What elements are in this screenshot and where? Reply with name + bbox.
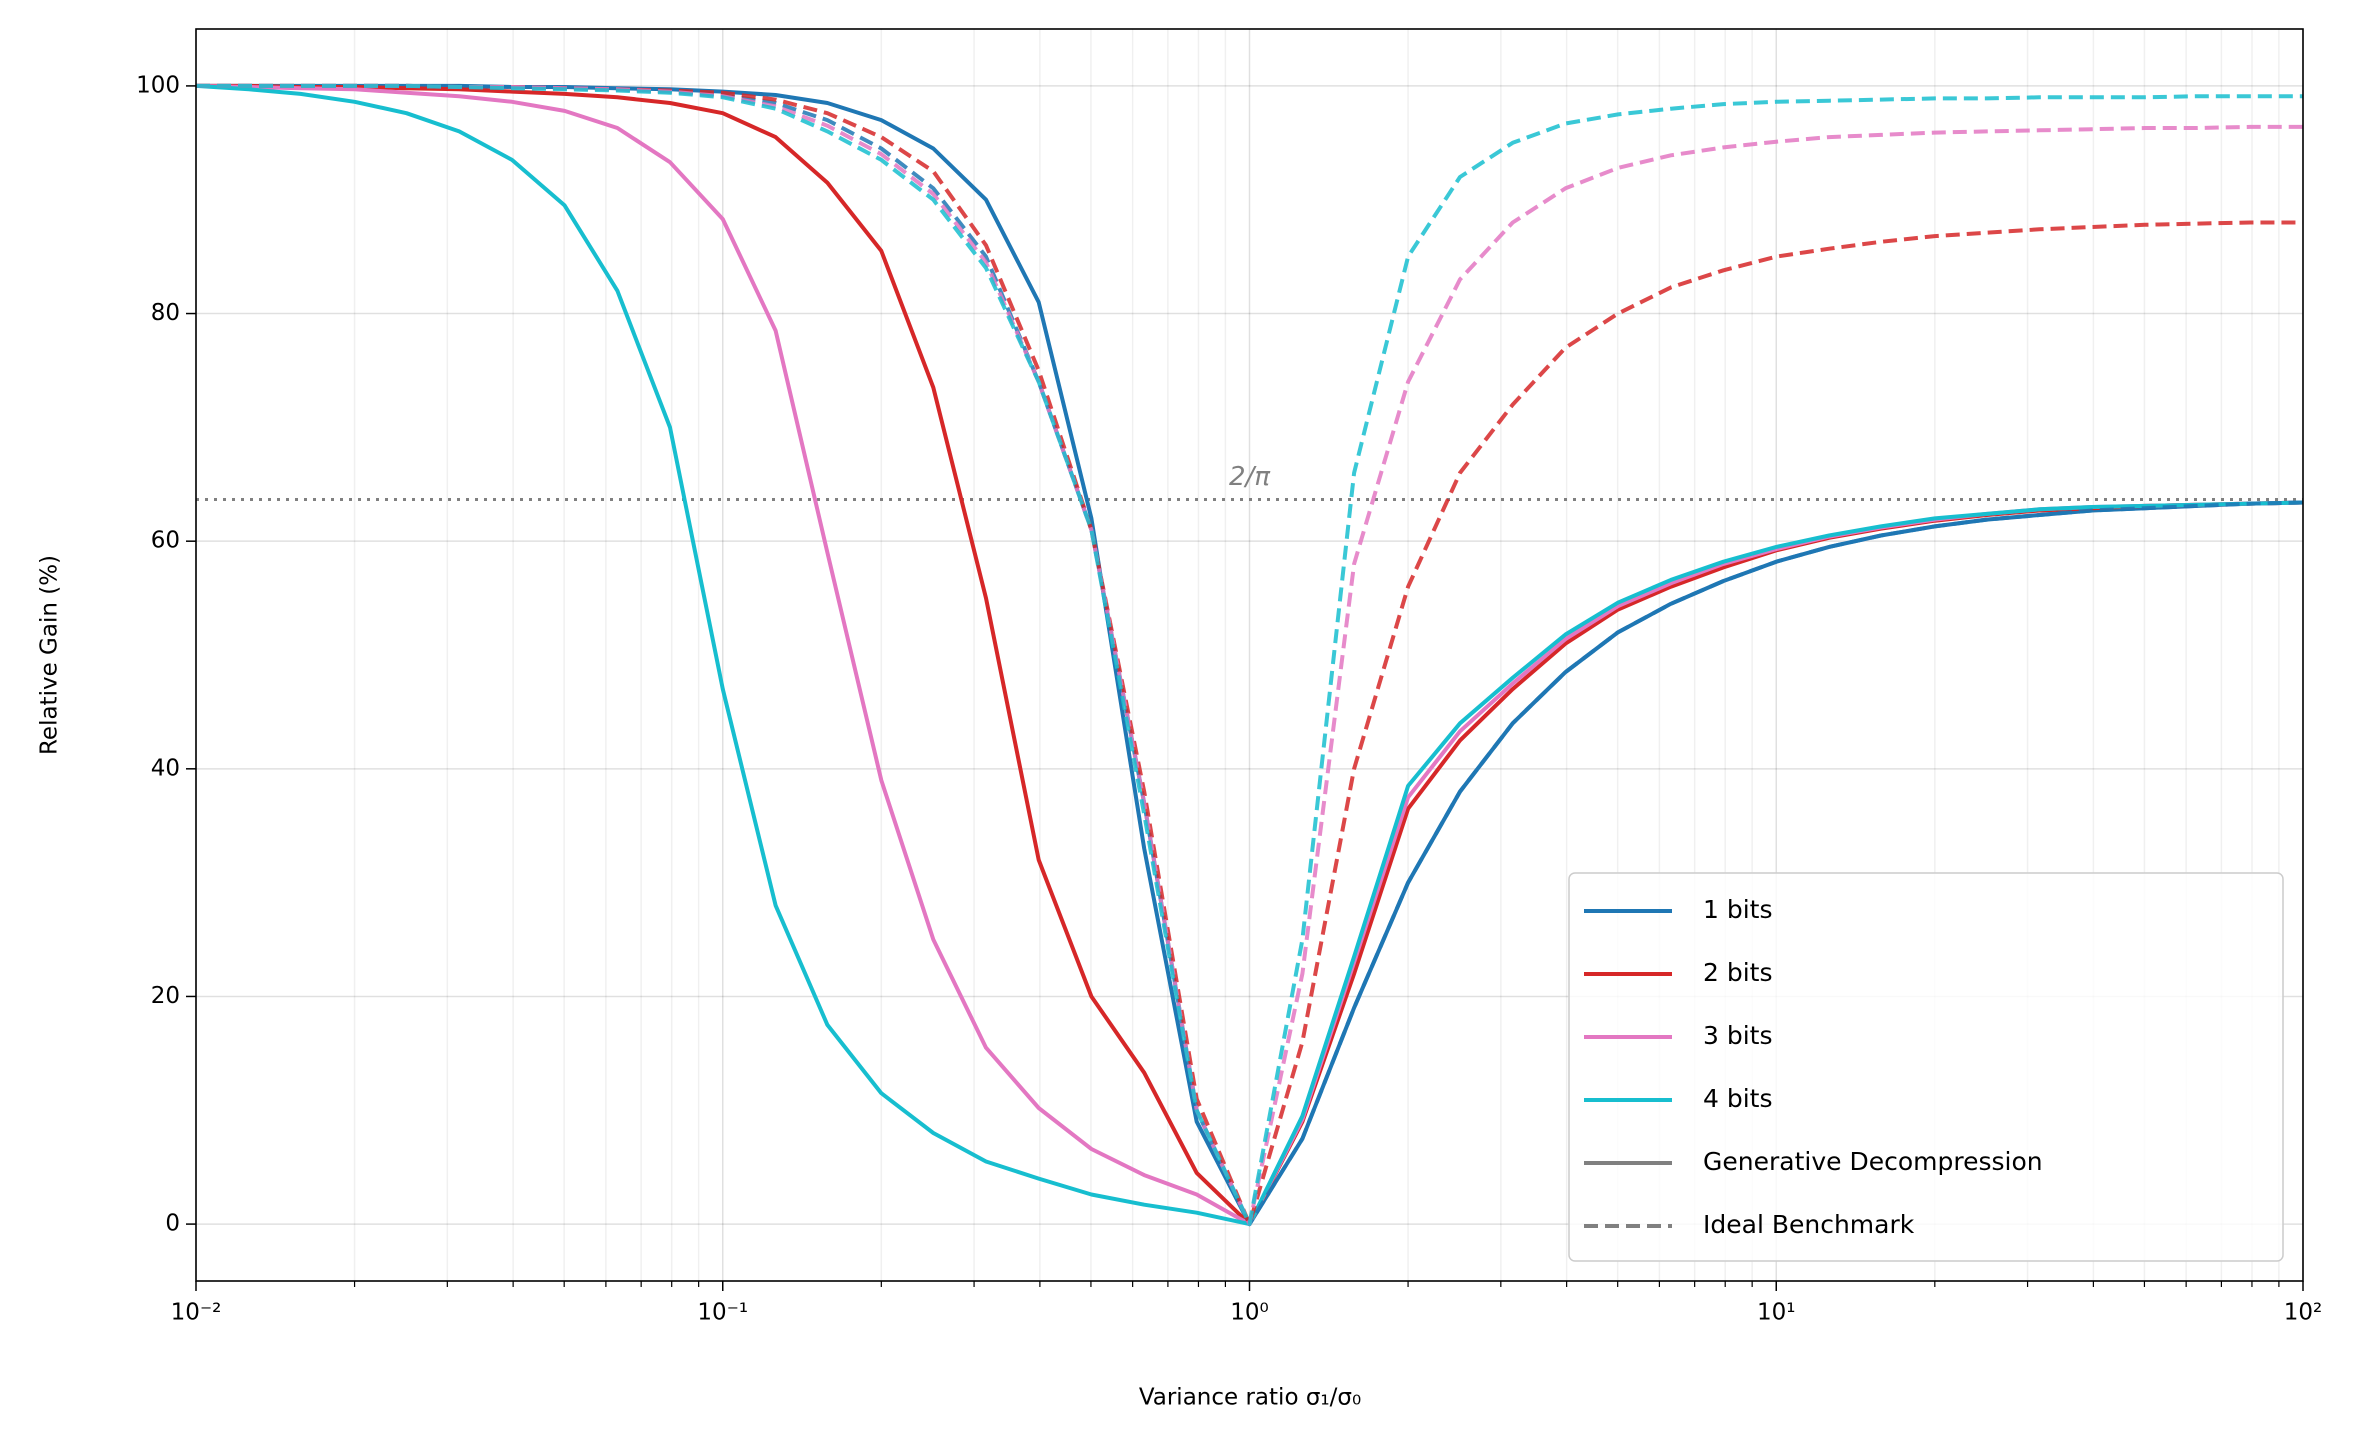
legend-label: 1 bits [1703,895,1773,924]
y-tick-label: 40 [151,755,180,781]
x-tick-label: 10⁰ [1230,1300,1269,1326]
y-axis-label: Relative Gain (%) [37,555,63,755]
y-tick-label: 100 [136,72,180,98]
plot-area [196,83,2303,1227]
reference-label: 2/π [1229,462,1270,492]
line-benchmark [196,83,2303,1227]
y-tick-label: 0 [165,1211,180,1237]
x-tick-label: 10⁻² [171,1300,222,1326]
y-tick-label: 80 [151,300,180,326]
y-tick-label: 20 [151,983,180,1009]
legend-label: 2 bits [1703,958,1773,987]
legend-label: Ideal Benchmark [1703,1210,1915,1239]
axes-frame [195,28,2304,1282]
line-benchmark [196,83,2303,1227]
x-tick-label: 10² [2284,1300,2323,1326]
y-tick-label: 60 [151,528,180,554]
x-tick-label: 10¹ [1757,1300,1796,1326]
legend-label: Generative Decompression [1703,1147,2043,1176]
legend-box [1568,872,2284,1262]
legend-label: 3 bits [1703,1021,1773,1050]
x-tick-label: 10⁻¹ [697,1300,748,1326]
x-axis-label: Variance ratio σ₁/σ₀ [1139,1385,1361,1411]
legend-label: 4 bits [1703,1084,1773,1113]
